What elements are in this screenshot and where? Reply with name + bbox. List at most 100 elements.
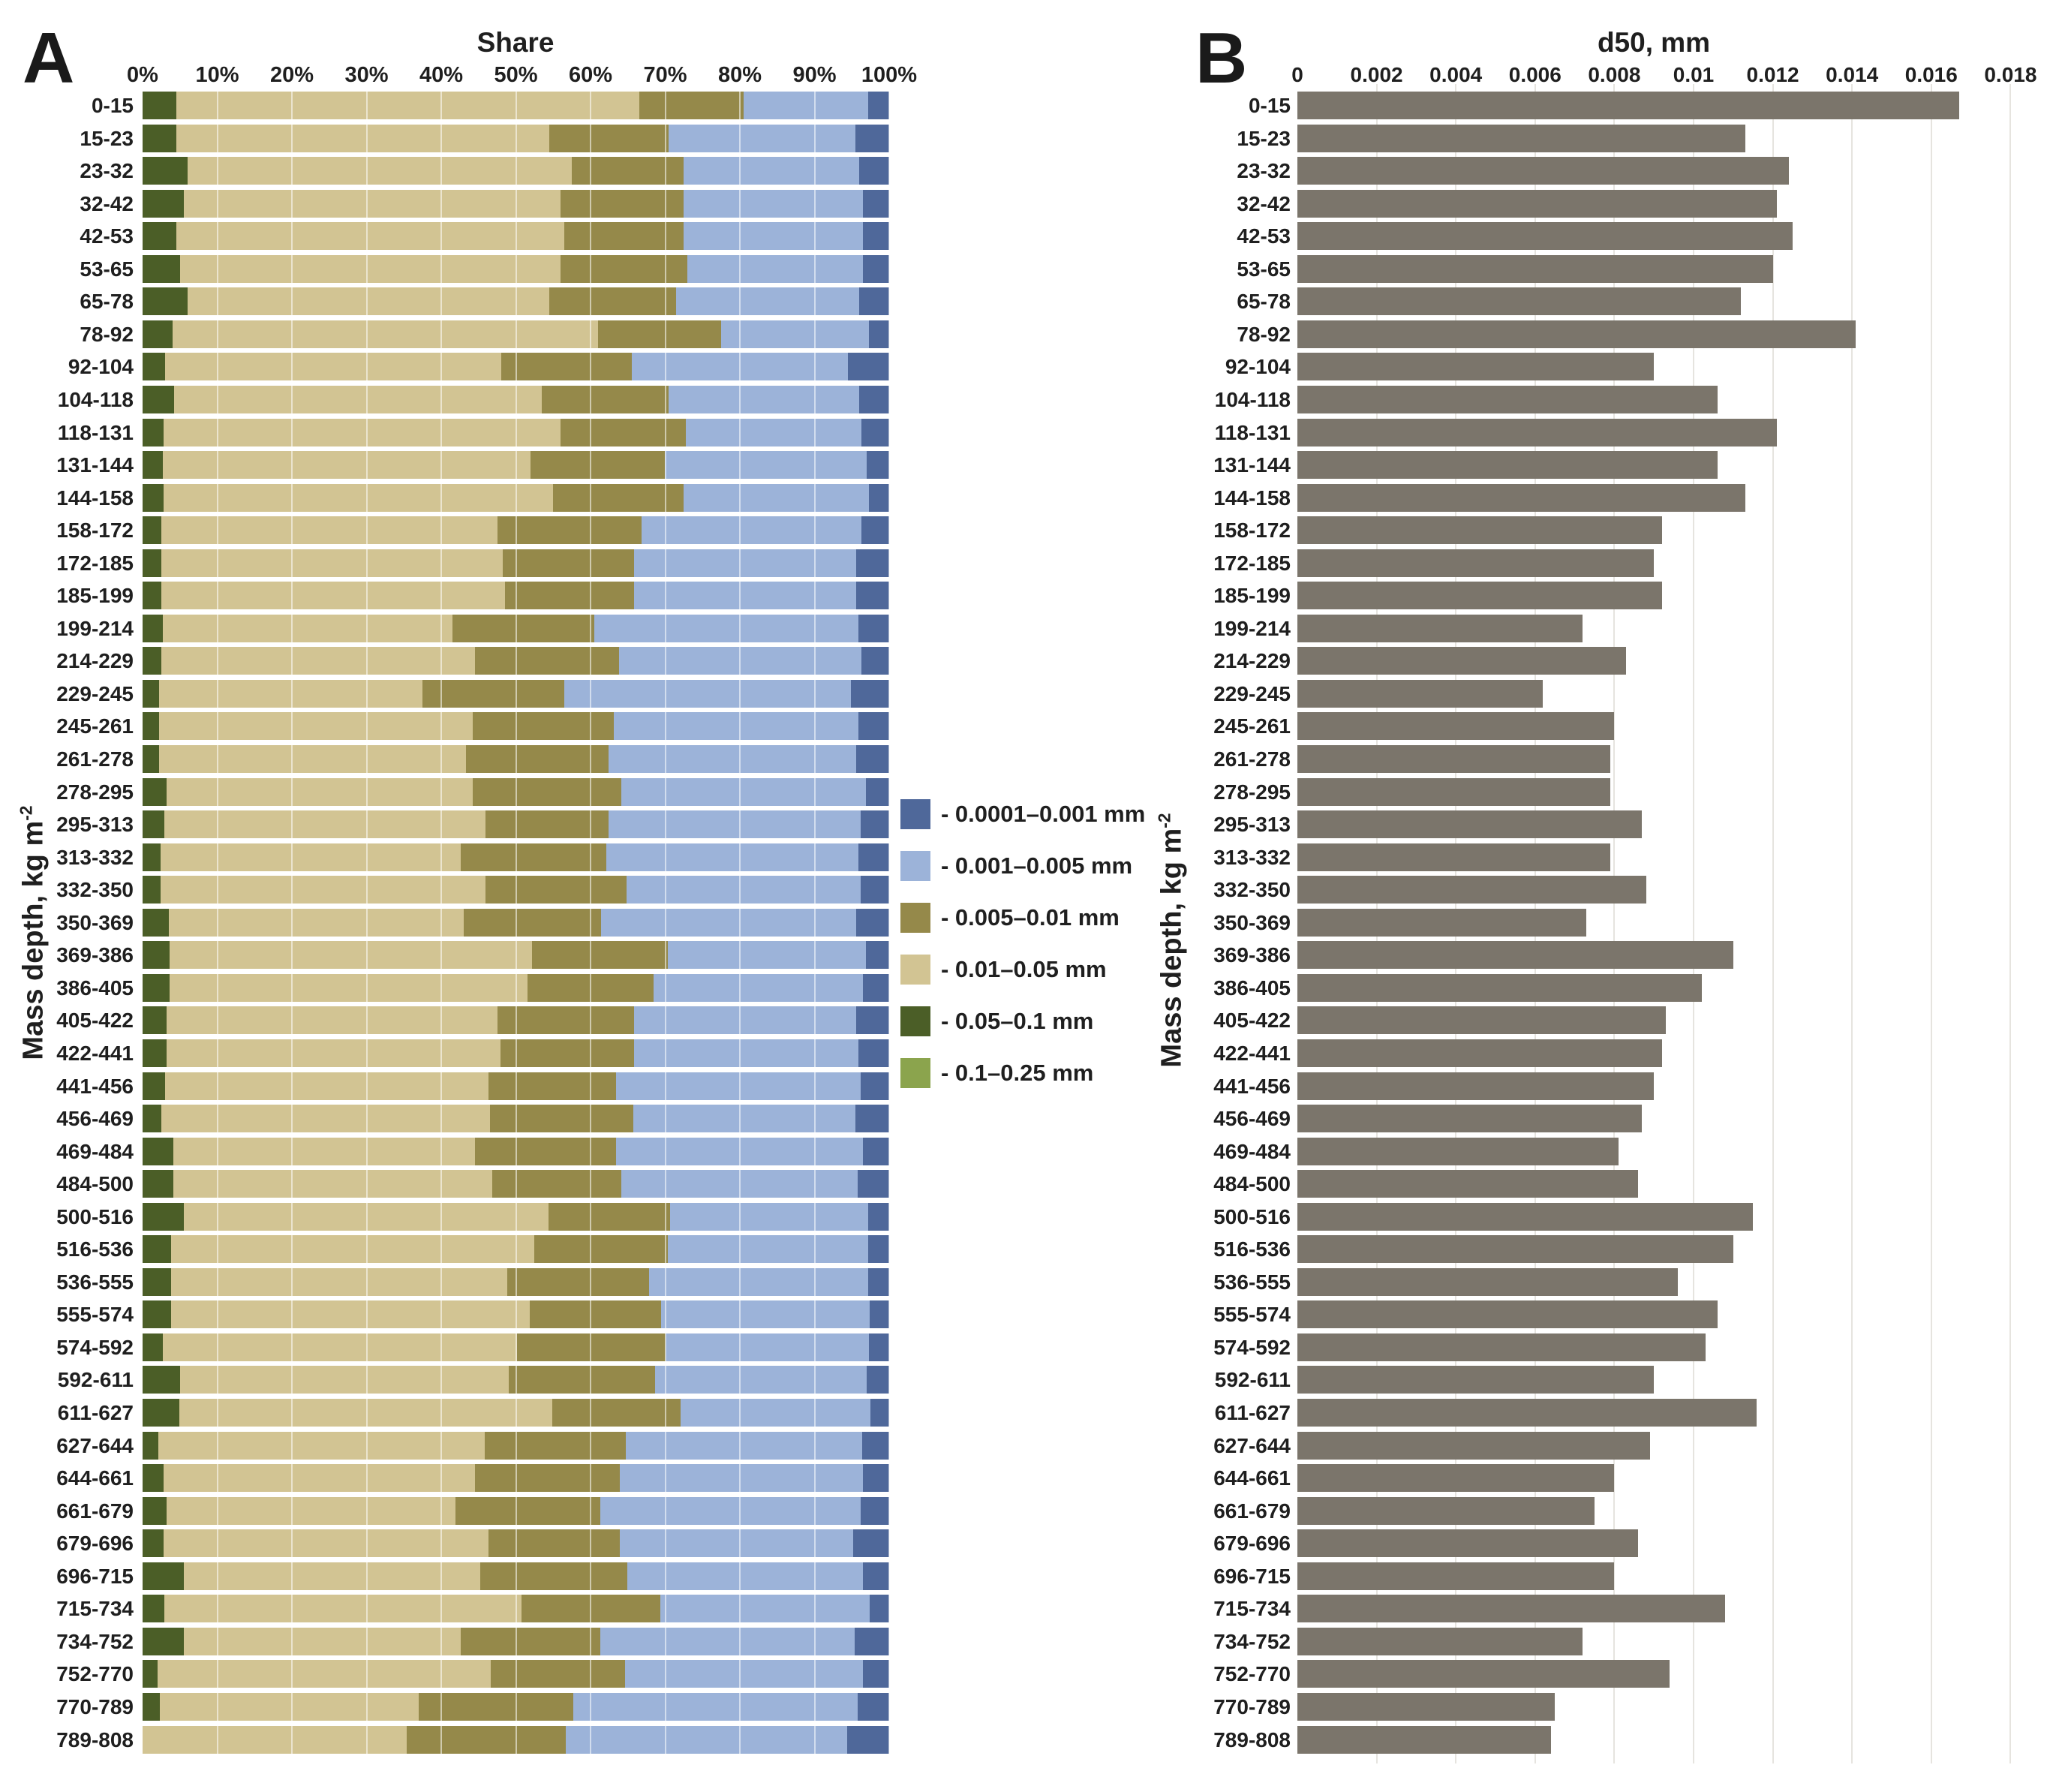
share-bar-segment — [633, 1105, 856, 1133]
panel-b-row-label: 627-644 — [1213, 1433, 1291, 1457]
share-bar-segment — [497, 1006, 634, 1035]
share-bar-segment — [183, 1627, 461, 1655]
panel-b-row-label: 592-611 — [1214, 1368, 1291, 1392]
panel-b-x-tick-label: 0.016 — [1904, 63, 1958, 86]
panel-a-row-label: 770-789 — [56, 1694, 134, 1718]
share-bar-segment — [861, 810, 889, 839]
d50-bar — [1297, 1105, 1643, 1133]
share-bar-segment — [187, 157, 573, 185]
d50-bar — [1297, 516, 1662, 545]
panel-a-row-label: 131-144 — [56, 453, 134, 477]
panel-a-row-label: 295-313 — [56, 813, 134, 837]
share-bar-segment — [143, 1105, 161, 1133]
share-bar-segment — [653, 973, 864, 1002]
share-bar-segment — [869, 1333, 889, 1361]
d50-bar — [1297, 1267, 1678, 1296]
panel-a-row-label: 422-441 — [56, 1041, 134, 1065]
d50-bar — [1297, 1333, 1706, 1361]
panel-b-row-label: 261-278 — [1213, 747, 1291, 771]
legend-item: - 0.0001–0.001 mm — [900, 799, 1145, 829]
share-bar-segment — [668, 941, 867, 970]
share-bar-row — [143, 679, 889, 708]
share-bar-segment — [863, 189, 889, 218]
panel-b-row-label: 734-752 — [1213, 1629, 1291, 1653]
panel-a-row-label: 185-199 — [56, 584, 134, 608]
share-bar-segment — [855, 124, 889, 152]
share-bar-row — [143, 287, 889, 316]
panel-a-row-label: 350-369 — [56, 910, 134, 934]
share-bar-segment — [633, 582, 857, 610]
share-bar-segment — [161, 1105, 490, 1133]
d50-bar — [1297, 712, 1615, 741]
share-bar-segment — [143, 1202, 184, 1231]
share-bar-segment — [608, 745, 857, 773]
share-bar-segment — [597, 320, 722, 348]
panel-a-row-label: 644-661 — [56, 1466, 134, 1490]
share-bar-segment — [143, 1006, 167, 1035]
share-bar-segment — [173, 1170, 492, 1198]
share-bar-row — [143, 222, 889, 251]
panel-a-row-label: 332-350 — [56, 878, 134, 902]
share-bar-segment — [488, 1529, 620, 1558]
panel-a-row-label: 65-78 — [80, 290, 134, 314]
share-bar-row — [143, 320, 889, 348]
d50-bar — [1297, 320, 1856, 348]
share-bar-row — [143, 385, 889, 413]
share-bar-segment — [143, 679, 159, 708]
share-bar-segment — [859, 157, 889, 185]
share-bar-segment — [863, 1562, 889, 1590]
panel-a-row-label: 734-752 — [56, 1629, 134, 1653]
panel-a-x-tick-label: 100% — [861, 63, 918, 87]
share-bar-segment — [615, 1072, 861, 1100]
d50-bar — [1297, 679, 1544, 708]
legend-swatch — [900, 1058, 930, 1088]
share-bar-segment — [855, 1627, 889, 1655]
panel-b-row-label: 770-789 — [1213, 1694, 1291, 1718]
share-bar-segment — [407, 1725, 567, 1754]
share-bar-segment — [143, 1300, 171, 1329]
share-bar-segment — [173, 385, 543, 413]
share-bar-segment — [143, 353, 165, 381]
share-bar-segment — [143, 92, 176, 119]
legend-item: - 0.05–0.1 mm — [900, 1006, 1093, 1036]
panel-a-gridline — [365, 89, 368, 1757]
share-bar-segment — [143, 385, 174, 413]
d50-bar — [1297, 843, 1611, 871]
panel-b-row-label: 441-456 — [1213, 1074, 1291, 1098]
share-bar-segment — [160, 843, 461, 871]
share-bar-row — [143, 1464, 889, 1493]
panel-b-gridline — [1930, 84, 1932, 1763]
panel-a-gridline — [216, 89, 218, 1757]
share-bar-segment — [863, 1464, 889, 1493]
panel-b-row-label: 15-23 — [1237, 126, 1291, 150]
panel-b-row-label: 245-261 — [1213, 714, 1291, 738]
panel-a-x-tick-label: 70% — [643, 63, 687, 87]
share-bar-segment — [157, 1660, 491, 1688]
legend-label: - 0.05–0.1 mm — [941, 1008, 1094, 1034]
panel-a-row-label: 144-158 — [56, 486, 134, 510]
share-bar-segment — [855, 1105, 889, 1133]
panel-b-row-label: 0-15 — [1248, 94, 1291, 117]
panel-b-row-label: 104-118 — [1214, 387, 1291, 411]
share-bar-segment — [187, 287, 550, 316]
share-bar-segment — [564, 222, 684, 251]
panel-a-row-label: 15-23 — [80, 126, 134, 150]
share-bar-segment — [143, 549, 161, 577]
share-bar-segment — [143, 483, 164, 512]
panel-b-row-label: 42-53 — [1237, 224, 1291, 248]
d50-bar — [1297, 973, 1702, 1002]
share-bar-segment — [856, 582, 889, 610]
share-bar-segment — [660, 1300, 870, 1329]
share-bar-segment — [176, 92, 639, 119]
share-bar-segment — [684, 189, 864, 218]
panel-b-row-label: 158-172 — [1213, 519, 1291, 543]
panel-b-row-label: 118-131 — [1214, 420, 1291, 444]
share-bar-segment — [600, 1627, 855, 1655]
share-bar-segment — [858, 843, 889, 871]
share-bar-segment — [158, 745, 466, 773]
panel-a-row-label: 500-516 — [56, 1204, 134, 1228]
panel-a-row-label: 92-104 — [68, 355, 134, 379]
share-bar-row — [143, 1267, 889, 1296]
share-bar-segment — [530, 1300, 661, 1329]
share-bar-segment — [166, 1496, 455, 1525]
